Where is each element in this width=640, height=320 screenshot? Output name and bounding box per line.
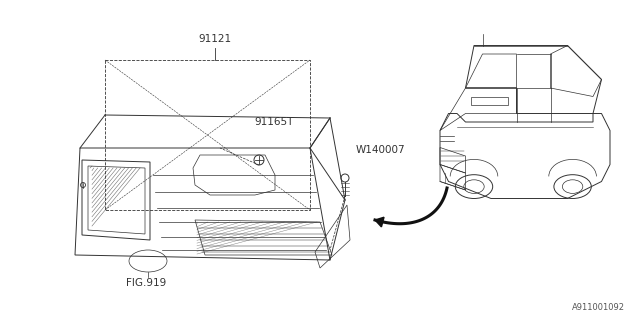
Text: W140007: W140007 (356, 145, 406, 155)
Text: A911001092: A911001092 (572, 303, 625, 312)
Text: FIG.919: FIG.919 (126, 278, 166, 288)
Text: 91165T: 91165T (254, 117, 293, 127)
Polygon shape (375, 217, 384, 227)
Text: 91121: 91121 (198, 34, 232, 44)
